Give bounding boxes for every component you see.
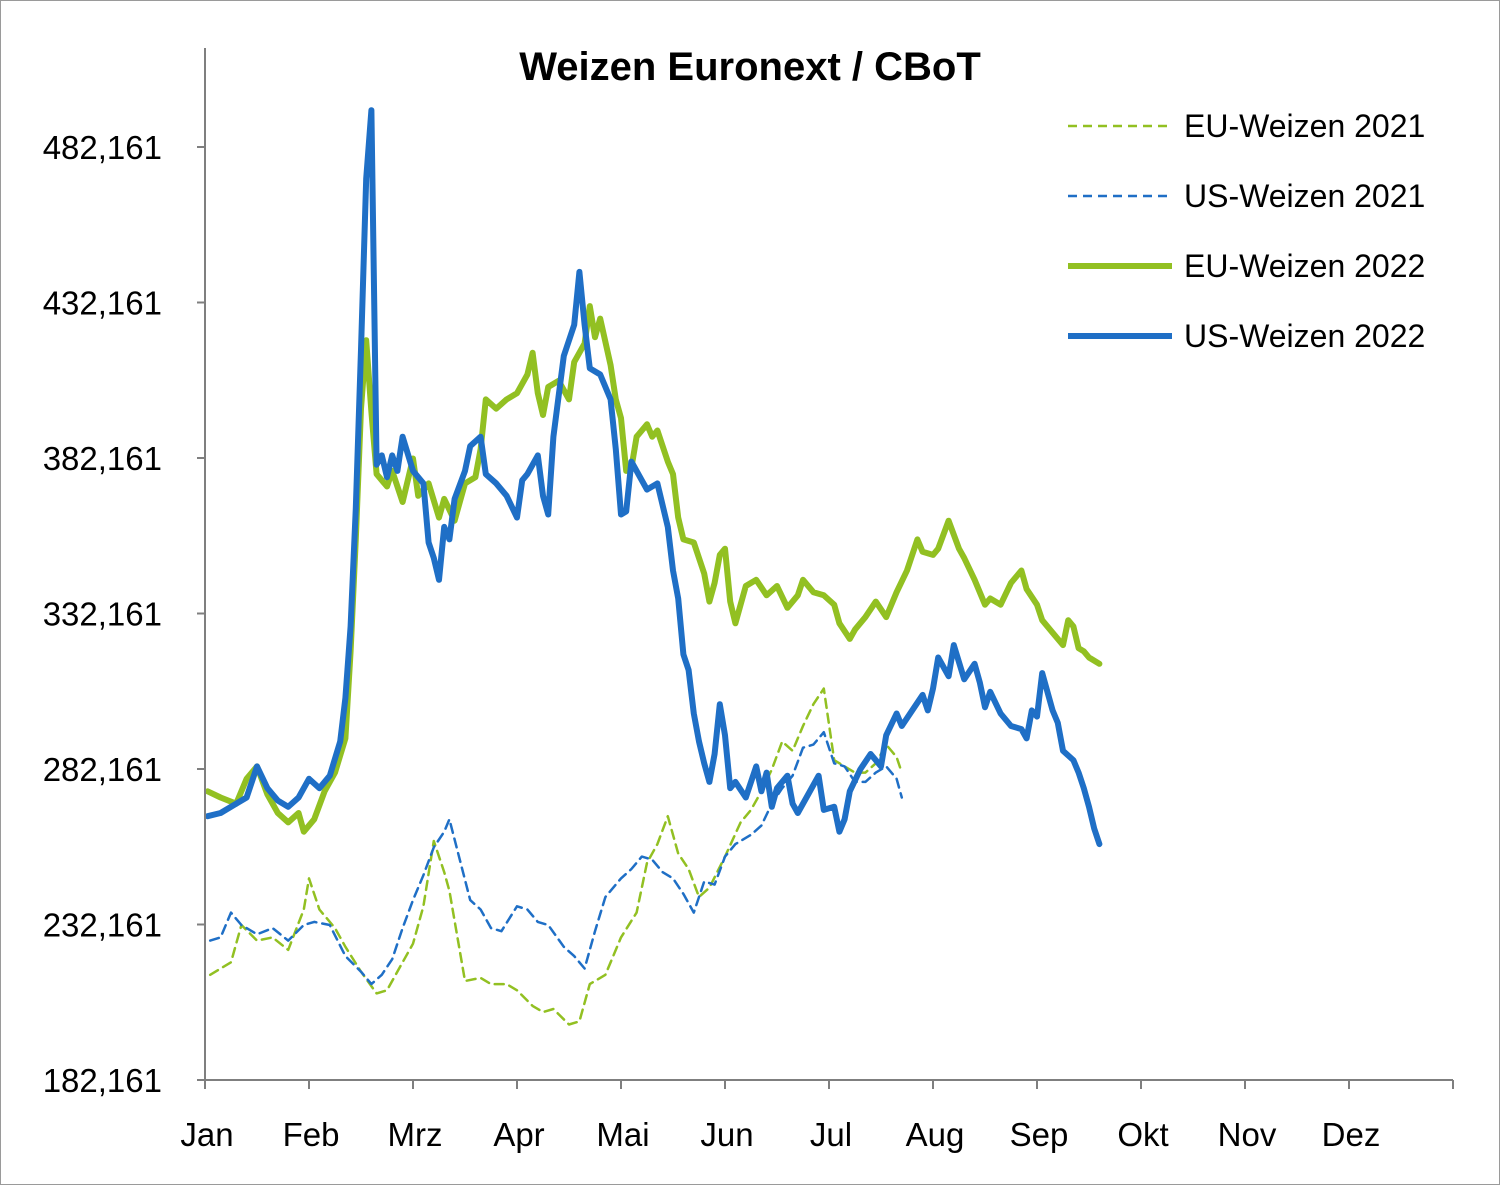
x-tick-label: Sep [1010,1116,1069,1153]
series-line-2 [208,730,904,986]
x-tick-label: Nov [1218,1116,1277,1153]
x-tick-label: Jul [810,1116,852,1153]
series-line-1 [208,687,904,1026]
y-tick-label: 332,161 [43,596,162,633]
legend-label: US-Weizen 2021 [1184,178,1425,214]
y-tick-label: 282,161 [43,751,162,788]
legend-label: US-Weizen 2022 [1184,318,1425,354]
series-line-4 [204,107,1103,848]
x-tick-label: Okt [1117,1116,1168,1153]
x-tick-label: Mai [596,1116,649,1153]
legend-label: EU-Weizen 2021 [1184,108,1425,144]
x-tick-label: Dez [1322,1116,1381,1153]
y-tick-label: 432,161 [43,285,162,322]
x-tick-label: Jan [180,1116,233,1153]
y-tick-label: 182,161 [43,1062,162,1099]
series-layer [204,107,1103,1026]
chart-title: Weizen Euronext / CBoT [519,45,981,89]
x-tick-label: Jun [700,1116,753,1153]
y-tick-group: 182,161 232,161 282,161 332,161 382,161 432,1… [43,129,205,1099]
x-tick-label: Mrz [388,1116,443,1153]
legend: EU-Weizen 2021 US-Weizen 2021 EU-Weizen 20… [1068,108,1425,354]
legend-label: EU-Weizen 2022 [1184,248,1425,284]
y-tick-label: 382,161 [43,440,162,477]
x-tick-group: Jan Feb Mrz Apr Mai Jun Jul Aug Sep Okt Nov Dez [180,1080,1454,1153]
x-tick-label: Aug [906,1116,965,1153]
x-tick-label: Apr [493,1116,544,1153]
y-tick-label: 232,161 [43,907,162,944]
series-line-3 [204,303,1103,835]
y-tick-label: 482,161 [43,129,162,166]
x-tick-label: Feb [283,1116,340,1153]
